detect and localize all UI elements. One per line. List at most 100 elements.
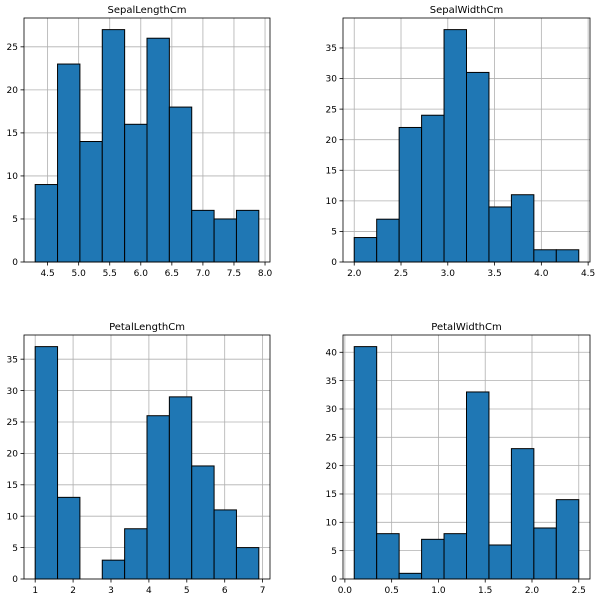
histogram-bar bbox=[353, 346, 378, 580]
y-tick-label: 30 bbox=[7, 387, 19, 397]
y-tick-label: 30 bbox=[326, 405, 338, 415]
histogram-bar bbox=[421, 114, 445, 263]
histogram-bar bbox=[466, 391, 490, 580]
y-tick-label: 10 bbox=[326, 197, 338, 207]
subplot-1: 4.5 5.0 5.5 6.0 6.5 7.0 7.5 8.0 0 5 10 15 20 25 SepalL… bbox=[7, 5, 273, 279]
x-tick-label: 5.0 bbox=[72, 269, 87, 279]
histogram-bar bbox=[398, 126, 423, 263]
y-tick-label: 40 bbox=[326, 348, 338, 358]
y-tick-label: 10 bbox=[7, 512, 19, 522]
histogram-bar bbox=[488, 544, 512, 580]
histogram-bar bbox=[79, 141, 103, 263]
x-tick-label: 1 bbox=[32, 586, 38, 596]
y-tick-label: 5 bbox=[12, 544, 18, 554]
y-tick-label: 20 bbox=[7, 86, 19, 96]
x-tick-label: 3.0 bbox=[441, 269, 456, 279]
y-tick-label: 5 bbox=[331, 228, 337, 238]
y-tick-label: 35 bbox=[326, 44, 337, 54]
histogram-bar bbox=[213, 509, 237, 580]
x-tick-label: 2.5 bbox=[394, 269, 408, 279]
x-tick-label: 7.5 bbox=[227, 269, 241, 279]
y-tick-label: 20 bbox=[326, 136, 338, 146]
histogram-bar bbox=[510, 448, 535, 580]
histogram-bar bbox=[101, 559, 126, 580]
histogram-bar bbox=[146, 415, 170, 580]
y-tick-label: 0 bbox=[12, 575, 18, 585]
histogram-bar bbox=[191, 465, 215, 580]
axes-frame bbox=[23, 17, 271, 263]
y-tick-label: 5 bbox=[12, 215, 18, 225]
y-tick-label: 5 bbox=[331, 547, 337, 557]
y-tick-label: 15 bbox=[7, 129, 18, 139]
histogram-bar bbox=[168, 396, 193, 580]
histogram-bar bbox=[443, 533, 467, 580]
histogram-bar bbox=[421, 538, 445, 580]
subplot-title: PetalLengthCm bbox=[109, 322, 185, 333]
x-tick-label: 6 bbox=[222, 586, 228, 596]
x-tick-label: 2.0 bbox=[525, 586, 540, 596]
y-tick-label: 15 bbox=[326, 490, 337, 500]
axes-frame bbox=[342, 334, 591, 580]
x-tick-label: 7 bbox=[260, 586, 266, 596]
histogram-bar bbox=[555, 499, 580, 580]
histogram-bar bbox=[466, 71, 490, 263]
y-tick-label: 20 bbox=[7, 450, 19, 460]
histogram-bar bbox=[235, 547, 260, 580]
y-tick-label: 0 bbox=[331, 575, 337, 585]
x-tick-label: 6.5 bbox=[165, 269, 179, 279]
x-tick-label: 6.0 bbox=[134, 269, 149, 279]
y-tick-label: 15 bbox=[326, 166, 337, 176]
histogram-bar bbox=[533, 249, 557, 263]
y-tick-label: 15 bbox=[7, 481, 18, 491]
histogram-bar bbox=[57, 63, 81, 263]
y-tick-label: 0 bbox=[12, 258, 18, 268]
subplot-3: 1 2 3 4 5 6 7 0 5 10 15 20 25 30 35 PetalLengthCm bbox=[7, 322, 271, 596]
histogram-bar bbox=[191, 209, 215, 263]
x-tick-label: 4 bbox=[146, 586, 152, 596]
histogram-bar bbox=[510, 194, 535, 263]
subplot-4: 0.0 0.5 1.0 1.5 2.0 2.5 0 5 10 15 20 25 30 35 40 PetalW… bbox=[326, 322, 591, 596]
x-tick-label: 4.0 bbox=[534, 269, 549, 279]
y-tick-label: 35 bbox=[7, 355, 18, 365]
histogram-bar bbox=[124, 528, 148, 580]
x-tick-label: 3 bbox=[108, 586, 114, 596]
x-tick-label: 0.5 bbox=[384, 586, 398, 596]
y-tick-label: 25 bbox=[7, 418, 18, 428]
y-tick-label: 20 bbox=[326, 462, 338, 472]
x-tick-label: 7.0 bbox=[196, 269, 211, 279]
x-tick-label: 2.5 bbox=[572, 586, 586, 596]
x-tick-label: 5 bbox=[184, 586, 190, 596]
y-tick-label: 10 bbox=[326, 519, 338, 529]
histogram-bar bbox=[398, 572, 423, 580]
axes-frame bbox=[23, 334, 271, 580]
histogram-bar bbox=[101, 29, 126, 263]
histogram-bar bbox=[555, 249, 580, 263]
x-tick-label: 1.5 bbox=[478, 586, 492, 596]
x-tick-label: 2 bbox=[70, 586, 76, 596]
y-tick-label: 25 bbox=[326, 434, 337, 444]
x-tick-label: 2.0 bbox=[347, 269, 362, 279]
y-tick-label: 25 bbox=[7, 43, 18, 53]
x-tick-label: 5.5 bbox=[103, 269, 117, 279]
y-tick-label: 10 bbox=[7, 172, 19, 182]
subplot-title: PetalWidthCm bbox=[431, 322, 501, 333]
histogram-bar bbox=[124, 123, 148, 263]
subplot-title: SepalWidthCm bbox=[430, 5, 504, 16]
histogram-bar bbox=[34, 346, 59, 580]
y-tick-label: 25 bbox=[326, 105, 337, 115]
x-tick-label: 3.5 bbox=[487, 269, 501, 279]
histogram-bar bbox=[376, 218, 400, 263]
histogram-bar bbox=[34, 184, 59, 263]
histogram-bar bbox=[376, 533, 400, 580]
x-tick-label: 1.0 bbox=[431, 586, 446, 596]
histogram-bar bbox=[443, 29, 467, 263]
x-tick-label: 4.5 bbox=[40, 269, 54, 279]
x-tick-label: 4.5 bbox=[581, 269, 595, 279]
x-tick-label: 8.0 bbox=[258, 269, 273, 279]
histogram-bar bbox=[146, 37, 170, 263]
histogram-bar bbox=[533, 527, 557, 580]
histogram-bar bbox=[235, 209, 260, 263]
y-tick-label: 30 bbox=[326, 75, 338, 85]
histogram-bar bbox=[488, 206, 512, 263]
